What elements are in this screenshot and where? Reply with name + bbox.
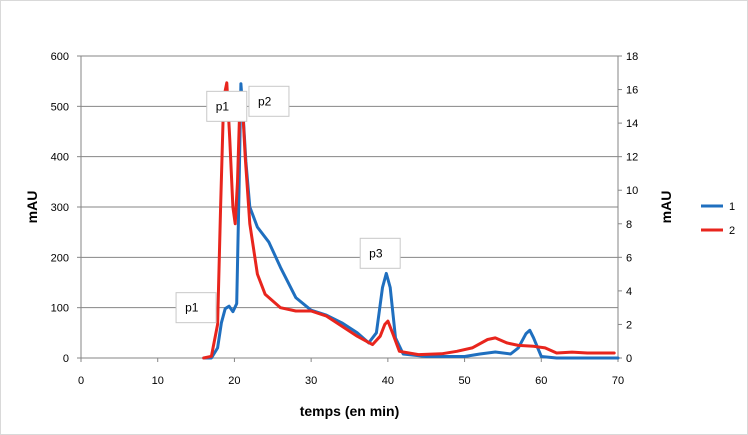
x-axis-title: temps (en min) bbox=[300, 403, 400, 419]
y-left-tick-label: 100 bbox=[51, 303, 69, 315]
y-right-tick-label: 8 bbox=[626, 219, 632, 231]
annotation-p3: p3 bbox=[359, 237, 401, 269]
y-left-tick-label: 0 bbox=[63, 353, 69, 365]
annotation-label: p1 bbox=[216, 99, 230, 113]
y-left-tick-label: 300 bbox=[51, 202, 69, 214]
annotation-p1: p1 bbox=[206, 90, 248, 122]
y-left-tick-label: 600 bbox=[51, 51, 69, 63]
x-tick-label: 0 bbox=[78, 375, 84, 387]
series-line-1 bbox=[202, 82, 620, 360]
legend-label: 2 bbox=[729, 225, 735, 237]
annotation-label: p3 bbox=[369, 246, 383, 260]
x-tick-label: 60 bbox=[535, 375, 547, 387]
y-right-tick-label: 6 bbox=[626, 252, 632, 264]
x-tick-label: 40 bbox=[382, 375, 394, 387]
annotation-box bbox=[359, 237, 401, 269]
annotation-label: p2 bbox=[258, 94, 272, 108]
x-tick-label: 70 bbox=[612, 375, 624, 387]
y-left-tick-label: 400 bbox=[51, 152, 69, 164]
y-right-tick-label: 14 bbox=[626, 118, 638, 130]
legend-entry-2: 2 bbox=[701, 225, 735, 237]
y-right-tick-label: 10 bbox=[626, 185, 638, 197]
annotation-box bbox=[175, 292, 217, 324]
annotation-p2: p2 bbox=[248, 85, 290, 117]
legend-entry-1: 1 bbox=[701, 201, 735, 213]
y-right-tick-label: 4 bbox=[626, 286, 632, 298]
y-right-tick-label: 16 bbox=[626, 85, 638, 97]
y-right-tick-label: 12 bbox=[626, 152, 638, 164]
legend-label: 1 bbox=[729, 201, 735, 213]
annotation-box bbox=[248, 85, 290, 117]
y-axis-right-title: mAU bbox=[658, 191, 674, 224]
series-line-2 bbox=[202, 81, 616, 360]
y-axis-left-title: mAU bbox=[24, 191, 40, 224]
annotation-box bbox=[206, 90, 248, 122]
y-right-tick-label: 18 bbox=[626, 51, 638, 63]
x-tick-label: 30 bbox=[305, 375, 317, 387]
annotation-p1: p1 bbox=[175, 292, 217, 324]
x-tick-label: 50 bbox=[458, 375, 470, 387]
y-right-tick-label: 2 bbox=[626, 319, 632, 331]
y-left-tick-label: 500 bbox=[51, 101, 69, 113]
x-tick-label: 20 bbox=[228, 375, 240, 387]
y-right-tick-label: 0 bbox=[626, 353, 632, 365]
y-left-tick-label: 200 bbox=[51, 252, 69, 264]
annotation-label: p1 bbox=[185, 301, 199, 315]
x-tick-label: 10 bbox=[152, 375, 164, 387]
